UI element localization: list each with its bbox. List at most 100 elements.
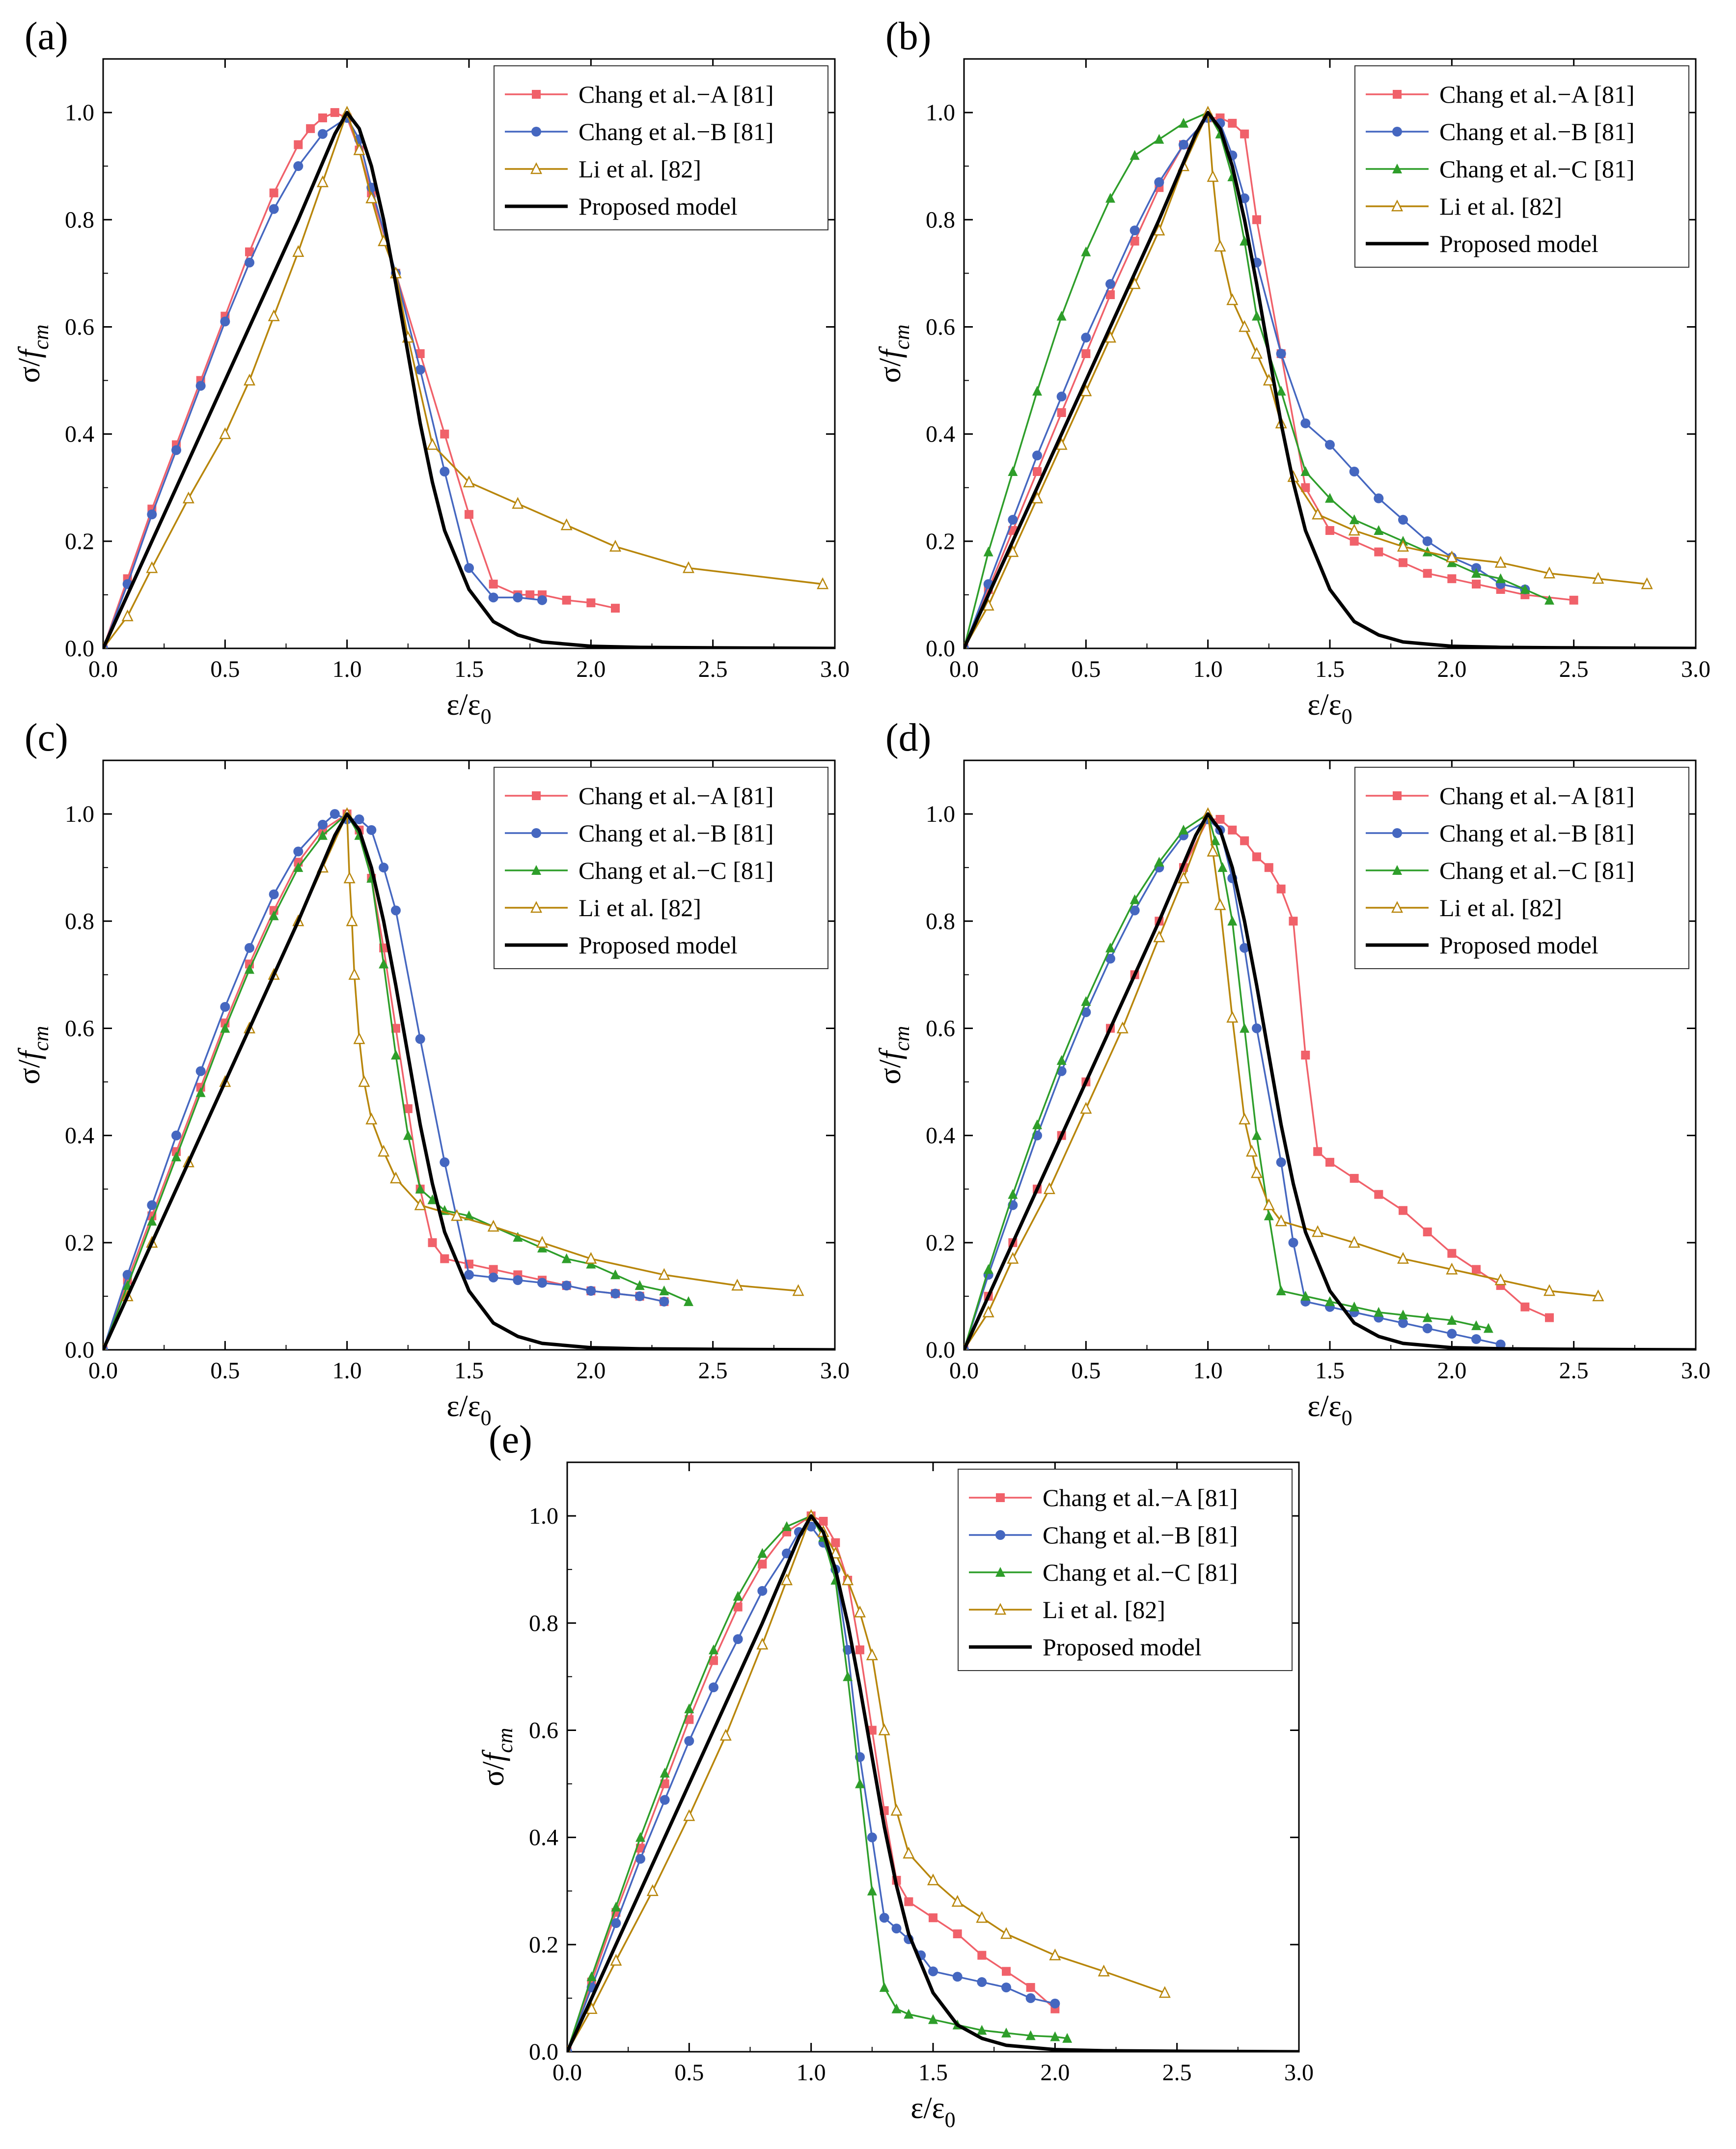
data-point — [977, 1977, 987, 1987]
data-point — [1226, 293, 1239, 306]
y-tick-label: 0.0 — [926, 1337, 955, 1363]
data-point — [391, 905, 401, 916]
y-tick-label: 0.8 — [926, 207, 955, 233]
y-tick-label: 0.4 — [65, 1123, 94, 1149]
data-point — [758, 1560, 767, 1569]
data-point — [415, 1034, 425, 1044]
data-point — [1397, 1252, 1409, 1264]
legend-swatch-marker — [531, 865, 541, 875]
data-point — [1263, 373, 1275, 386]
series-line — [103, 813, 664, 1350]
legend-entry-label: Li et al. [82] — [579, 155, 701, 183]
legend-entry-label: Chang et al.−A [81] — [1439, 81, 1635, 108]
x-tick-label: 1.5 — [454, 656, 484, 682]
x-tick-label: 1.5 — [1315, 1358, 1345, 1384]
data-point — [147, 509, 157, 520]
data-point — [660, 1779, 669, 1788]
data-point — [1252, 215, 1261, 224]
data-point — [610, 1288, 620, 1299]
series-group — [103, 106, 835, 648]
x-axis-label-subscript: 0 — [1342, 1406, 1352, 1430]
data-point — [1081, 246, 1091, 256]
data-point — [1105, 279, 1115, 289]
data-point — [147, 1200, 157, 1210]
x-axis-label-subscript: 0 — [1342, 704, 1352, 728]
data-point — [1592, 572, 1604, 584]
data-point — [513, 592, 523, 603]
legend-swatch-marker — [1392, 828, 1402, 838]
legend-entry-label: Proposed model — [579, 931, 738, 959]
data-point — [634, 1291, 645, 1301]
y-axis-label-subscript: cm — [29, 1026, 53, 1051]
legend-box — [958, 1469, 1293, 1671]
data-point — [609, 539, 622, 552]
data-point — [1569, 595, 1578, 605]
data-point — [1130, 225, 1140, 236]
data-point — [391, 1050, 401, 1060]
x-tick-label: 0.0 — [552, 2060, 582, 2086]
y-tick-label: 0.4 — [926, 1123, 955, 1149]
data-point — [403, 1104, 413, 1114]
legend-swatch-marker — [1392, 865, 1402, 875]
data-point — [195, 381, 206, 391]
data-point — [426, 438, 439, 450]
x-tick-label: 2.0 — [1040, 2060, 1070, 2086]
data-point — [440, 467, 450, 476]
y-tick-label: 0.2 — [926, 529, 955, 555]
data-point — [1399, 1206, 1407, 1215]
x-tick-label: 2.5 — [1559, 656, 1589, 682]
data-point — [792, 1284, 804, 1296]
data-point — [1154, 857, 1164, 867]
data-point — [1207, 844, 1219, 857]
data-point — [1130, 236, 1139, 246]
data-point — [512, 497, 524, 509]
data-point — [389, 1172, 402, 1184]
data-point — [1446, 550, 1458, 562]
data-point — [1423, 1228, 1432, 1236]
data-point — [1275, 1214, 1287, 1227]
data-point — [414, 1198, 426, 1210]
series-line — [964, 117, 1525, 648]
legend-entry-label: Chang et al.−B [81] — [1439, 819, 1635, 847]
y-tick-label: 0.2 — [529, 1932, 558, 1958]
data-point — [146, 561, 158, 573]
data-point — [1055, 438, 1068, 450]
data-point — [757, 1548, 768, 1558]
data-point — [1495, 1340, 1506, 1350]
series-line — [964, 812, 1696, 1350]
legend: Chang et al.−A [81] Chang et al.−B [81] Ch… — [1354, 767, 1689, 969]
data-point — [1177, 871, 1190, 884]
x-tick-label: 1.5 — [1315, 656, 1345, 682]
legend-entry-label: Chang et al.−C [81] — [1439, 155, 1635, 183]
y-tick-label: 0.4 — [529, 1825, 558, 1851]
data-point — [1217, 862, 1228, 872]
data-point — [610, 1954, 622, 1966]
data-point — [1001, 1982, 1011, 1993]
data-point — [1240, 129, 1249, 139]
y-tick-label: 0.8 — [65, 908, 94, 934]
data-point — [683, 1809, 695, 1821]
data-point — [819, 1517, 828, 1526]
data-point — [977, 1951, 987, 1960]
legend-swatch-marker — [532, 90, 541, 99]
data-point — [1246, 1144, 1258, 1157]
data-point — [829, 1546, 842, 1559]
data-point — [1472, 1265, 1481, 1274]
legend: Chang et al.−A [81] Chang et al.−B [81] Ch… — [958, 1469, 1293, 1671]
data-point — [415, 364, 425, 375]
data-point — [1228, 118, 1237, 128]
data-point — [561, 1253, 572, 1263]
data-point — [365, 1113, 378, 1125]
data-point — [1471, 568, 1481, 578]
data-point — [1350, 536, 1359, 546]
data-point — [684, 1296, 693, 1306]
chart-panel: (a) 0.0 0.5 1.0 1.5 2.0 2.5 3.0 0.0 0.2 0.4 0.6 0.8 1… — [13, 15, 850, 728]
panels: (a) 0.0 0.5 1.0 1.5 2.0 2.5 3.0 0.0 0.2 0.4 0.6 0.8 1… — [13, 15, 1710, 2132]
panel-label: (b) — [885, 15, 931, 58]
data-point — [1056, 391, 1067, 402]
data-point — [415, 349, 425, 358]
data-point — [1447, 1315, 1457, 1325]
data-point — [348, 968, 360, 980]
data-point — [831, 1538, 840, 1547]
legend-swatch-marker — [530, 162, 543, 174]
